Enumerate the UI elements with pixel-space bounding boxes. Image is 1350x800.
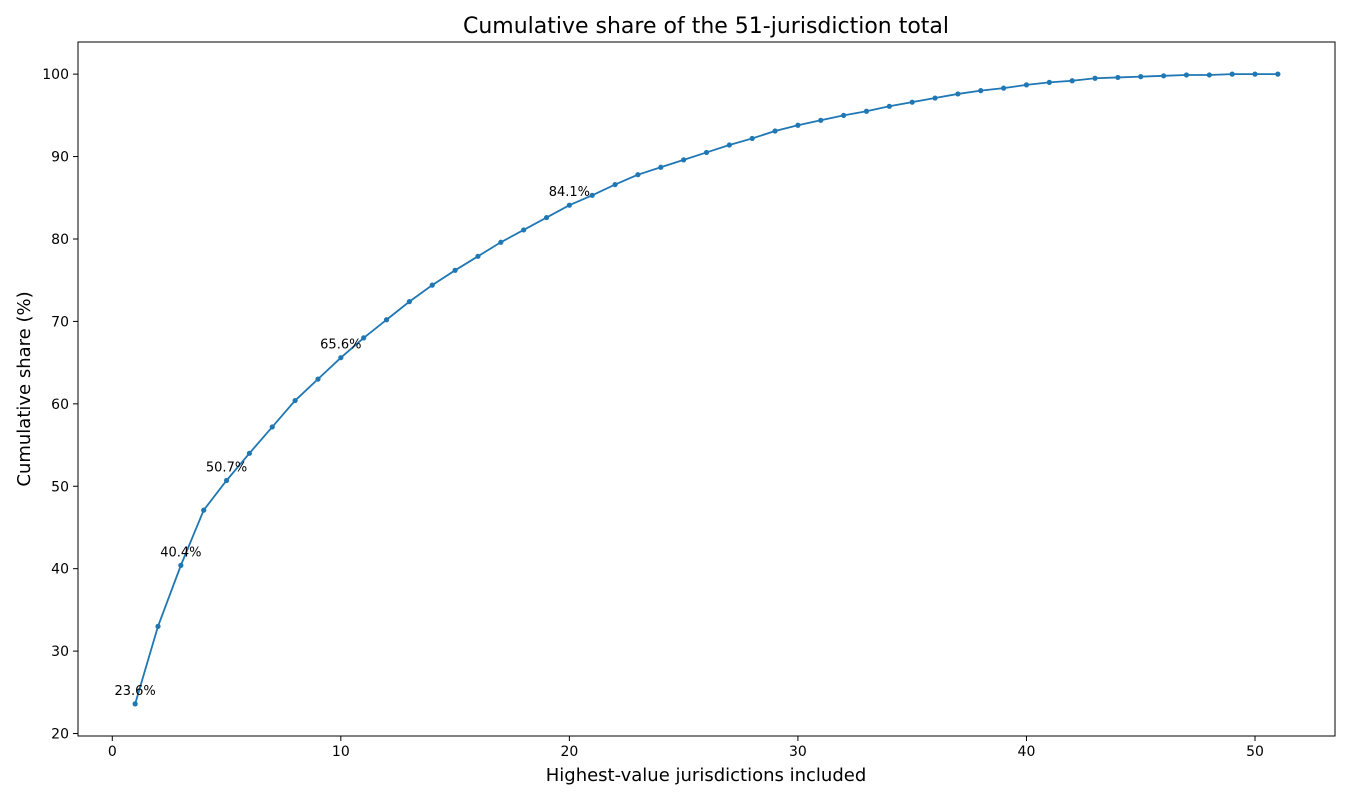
data-point xyxy=(886,103,892,109)
y-axis-label: Cumulative share (%) xyxy=(14,291,35,486)
data-point xyxy=(818,117,824,123)
data-point xyxy=(772,128,778,134)
data-label: 84.1% xyxy=(549,185,590,200)
x-tick-label: 20 xyxy=(560,744,578,760)
data-point xyxy=(1138,74,1144,80)
data-point xyxy=(429,282,435,288)
data-point xyxy=(1069,78,1075,84)
data-point xyxy=(749,135,755,142)
y-tick-label: 40 xyxy=(51,562,69,578)
data-point xyxy=(132,701,138,707)
data-point xyxy=(498,239,504,245)
data-point xyxy=(223,477,230,484)
data-point xyxy=(1229,71,1235,77)
plot-area xyxy=(77,41,1336,737)
data-point xyxy=(1001,85,1007,91)
data-point xyxy=(1160,73,1167,79)
data-point xyxy=(315,376,321,382)
data-point xyxy=(955,91,961,97)
series-layer xyxy=(132,71,1281,707)
y-tick-label: 30 xyxy=(51,644,69,660)
y-tick-label: 60 xyxy=(51,397,69,413)
data-label: 40.4% xyxy=(160,545,201,560)
data-point xyxy=(566,202,572,208)
data-point xyxy=(292,397,298,404)
data-point xyxy=(1092,75,1098,81)
y-axis: 20 30 40 50 60 70 80 90 100 xyxy=(42,67,78,743)
data-point xyxy=(178,562,184,568)
x-axis: 0 10 20 30 40 50 xyxy=(108,736,1264,760)
data-point xyxy=(1046,79,1052,85)
data-point xyxy=(155,623,161,629)
y-tick-label: 70 xyxy=(51,314,69,330)
data-label: 50.7% xyxy=(206,460,247,475)
y-tick-label: 50 xyxy=(51,479,69,495)
data-point xyxy=(589,192,595,198)
data-label: 65.6% xyxy=(320,338,361,353)
data-point xyxy=(909,99,915,105)
data-point xyxy=(1206,72,1212,78)
data-point xyxy=(338,355,344,361)
y-tick-label: 90 xyxy=(51,150,69,166)
data-point xyxy=(978,88,984,94)
data-point xyxy=(201,507,207,513)
data-label: 23.6% xyxy=(114,684,155,699)
data-point xyxy=(543,214,550,221)
y-tick-label: 80 xyxy=(51,232,69,248)
data-point xyxy=(703,149,710,156)
x-tick-label: 30 xyxy=(789,744,807,760)
data-point xyxy=(795,122,801,128)
y-tick-label: 100 xyxy=(42,67,69,83)
data-point xyxy=(932,95,938,101)
x-axis-label: Highest-value jurisdictions included xyxy=(546,765,867,786)
data-point xyxy=(475,253,481,259)
annotations: 23.6% 40.4% 50.7% 65.6% 84.1% xyxy=(114,185,590,699)
x-tick-label: 0 xyxy=(108,744,117,760)
data-point xyxy=(726,142,732,148)
data-point xyxy=(383,317,390,323)
data-point xyxy=(406,299,412,305)
data-point xyxy=(658,164,664,170)
data-point xyxy=(1275,71,1281,77)
data-point xyxy=(1252,71,1258,77)
data-point xyxy=(246,450,253,456)
x-tick-label: 40 xyxy=(1018,744,1036,760)
data-point xyxy=(1183,72,1190,78)
data-point xyxy=(521,227,527,233)
x-tick-label: 10 xyxy=(332,744,350,760)
data-point xyxy=(452,267,458,273)
y-tick-label: 20 xyxy=(51,727,69,743)
data-point xyxy=(841,112,847,118)
data-point xyxy=(612,181,618,188)
data-point xyxy=(1023,82,1030,88)
data-point xyxy=(863,108,870,114)
data-point xyxy=(1115,74,1121,81)
x-tick-label: 50 xyxy=(1246,744,1264,760)
data-point xyxy=(635,172,641,178)
data-point xyxy=(681,157,687,163)
data-point xyxy=(361,335,367,341)
data-point xyxy=(269,424,275,430)
chart-title: Cumulative share of the 51-jurisdiction … xyxy=(463,14,949,39)
